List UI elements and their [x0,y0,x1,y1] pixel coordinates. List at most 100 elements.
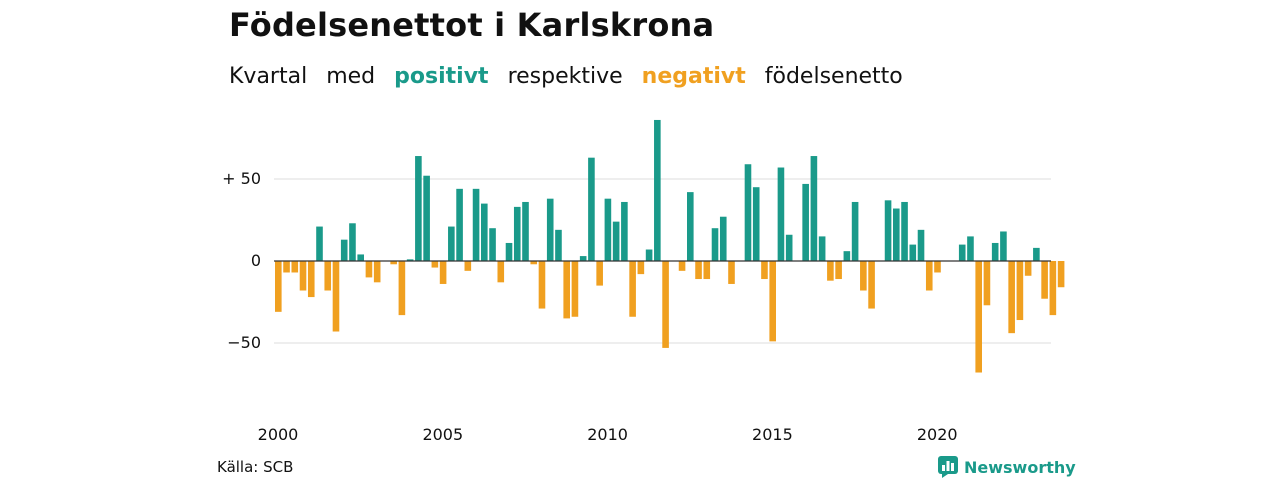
chart-title: Födelsenettot i Karlskrona [229,6,715,44]
bar-negative [398,261,406,316]
bar-positive [785,234,793,261]
bar-negative [1057,261,1065,288]
bar-positive [481,203,488,261]
bar-positive [777,167,785,261]
bar-positive [357,254,364,261]
x-tick-label: 2000 [258,425,299,444]
bar-positive [752,187,760,261]
x-tick-label: 2015 [752,425,793,444]
bar-positive [555,229,562,261]
bar-positive [604,198,612,261]
bar-negative [1049,261,1057,316]
bar-positive [612,221,620,261]
y-axis-ticks: + 50 0 −50 [222,169,261,352]
bar-positive [810,156,818,261]
bar-positive [340,239,348,261]
bar-positive [991,242,999,261]
bar-positive [579,256,587,261]
bar-negative [291,261,299,273]
bar-negative [835,261,842,280]
newsworthy-logo: Newsworthy [938,456,1076,478]
bar-negative [1041,261,1048,299]
bar-positive [423,175,430,261]
bar-positive [349,223,356,261]
bar-positive [448,226,455,261]
bar-positive [645,249,653,261]
bar-negative [324,261,332,291]
bar-positive [489,228,496,261]
bar-negative [925,261,933,291]
subtitle-word: födelsenetto [764,64,903,89]
bar-positive [719,216,727,261]
y-tick-label: 0 [251,251,261,270]
bar-positive [711,228,719,261]
x-tick-label: 2005 [422,425,463,444]
bar-negative [332,261,340,332]
bar-negative [1024,261,1032,276]
bar-negative [538,261,546,309]
bar-negative [629,261,636,317]
bar-negative [307,261,315,298]
bar-negative [695,261,702,280]
bar-negative [571,261,579,317]
bar-positive [884,200,892,261]
bar-negative [678,261,686,271]
x-tick-label: 2020 [917,425,958,444]
bar-positive [893,208,900,261]
subtitle-word: respektive [507,64,623,89]
bar-positive [744,164,752,261]
bar-positive [456,188,463,261]
brand-name: Newsworthy [964,457,1076,477]
bar-positive [654,119,661,262]
bar-negative [464,261,472,271]
source-note: Källa: SCB [217,458,294,476]
bar-negative [497,261,505,283]
bar-negative [975,261,982,373]
bar-negative [275,261,282,312]
bar-negative [431,261,439,268]
bar-positive [472,188,480,261]
bar-positive [967,236,974,261]
bar-positive [901,201,908,261]
legend-negative: negativt [641,64,746,89]
bar-positive [917,229,925,261]
bar-negative [860,261,867,291]
bar-positive [505,242,513,261]
bar-negative [439,261,447,284]
bar-negative [868,261,875,309]
newsworthy-logo-icon [938,456,958,478]
bar-positive [621,201,628,261]
x-tick-label: 2010 [587,425,628,444]
bar-positive [802,183,809,261]
bar-negative [761,261,768,280]
bar-positive [546,198,554,261]
bar-negative [563,261,570,319]
bar-positive [818,236,826,261]
bar-negative [1008,261,1015,334]
legend-positive: positivt [394,64,489,89]
bar-positive [687,192,694,261]
bar-negative [728,261,735,284]
bar-negative [365,261,373,278]
bar-negative [299,261,307,291]
bar-positive [406,259,414,261]
bar-negative [1016,261,1024,321]
bar-negative [983,261,991,306]
y-tick-label: + 50 [222,169,261,188]
bar-negative [703,261,711,280]
bar-negative [934,261,941,273]
bar-positive [316,226,323,261]
bar-positive [843,251,851,261]
subtitle-word: med [326,64,376,89]
y-tick-label: −50 [227,333,261,352]
bars [275,119,1065,373]
bar-negative [283,261,290,273]
bar-positive [415,156,422,261]
bar-negative [637,261,645,275]
bar-negative [390,261,397,265]
bar-negative [530,261,538,265]
subtitle-word: Kvartal [229,64,308,89]
bar-negative [827,261,834,281]
chart-subtitle: Kvartal med positivt respektive negativt… [229,64,915,89]
